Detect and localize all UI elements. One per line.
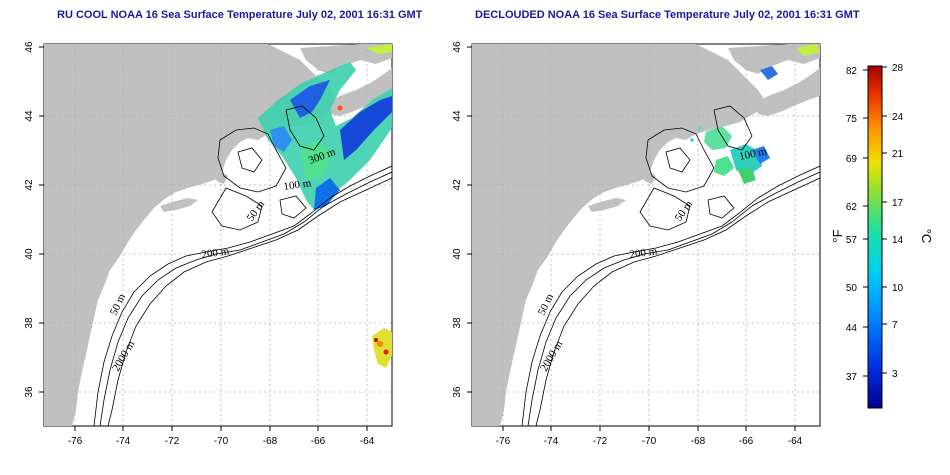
celsius-tick: 7	[892, 320, 898, 331]
right-sst-patches	[690, 44, 820, 184]
left-lon-tick: -70	[214, 436, 229, 447]
celsius-axis-label: °C	[919, 229, 934, 244]
right-lat-tick: 44	[452, 110, 463, 122]
right-map-title: DECLOUDED NOAA 16 Sea Surface Temperatur…	[475, 9, 860, 21]
left-warm-patch	[372, 328, 392, 368]
right-lon-tick: -70	[642, 436, 657, 447]
celsius-tick: 21	[892, 149, 904, 160]
right-lat-tick: 46	[452, 41, 463, 53]
left-y-axis: 36 38 40 42 44 46	[24, 41, 44, 398]
right-contours	[521, 105, 820, 426]
left-lat-tick: 36	[24, 386, 35, 398]
right-lon-tick: -66	[739, 436, 754, 447]
right-lat-tick: 38	[452, 317, 463, 329]
right-y-axis: 36 38 40 42 44 46	[452, 41, 472, 398]
right-lon-tick: -68	[691, 436, 706, 447]
left-lat-tick: 44	[24, 110, 35, 122]
left-map: 300 m 100 m 50 m 200 m 50 m 2000 m -76 -…	[24, 41, 393, 447]
right-map: 100 m 50 m 200 m 50 m 2000 m -76 -74 -72…	[452, 41, 821, 447]
left-lon-tick: -66	[311, 436, 326, 447]
left-lon-tick: -74	[116, 436, 131, 447]
left-sst-swath	[258, 44, 392, 210]
left-x-axis: -76 -74 -72 -70 -68 -66 -64	[68, 426, 375, 447]
left-lon-tick: -72	[165, 436, 180, 447]
right-contour-label: 200 m	[629, 245, 659, 261]
fahrenheit-tick: 75	[846, 114, 858, 125]
fahrenheit-tick: 37	[846, 372, 858, 383]
left-lat-tick: 42	[24, 179, 35, 191]
celsius-tick: 10	[892, 283, 904, 294]
left-lon-tick: -64	[360, 436, 375, 447]
right-lat-tick: 36	[452, 386, 463, 398]
fahrenheit-tick: 62	[846, 202, 858, 213]
right-lon-tick: -74	[544, 436, 559, 447]
celsius-tick: 14	[892, 235, 904, 246]
left-lon-tick: -76	[68, 436, 83, 447]
celsius-tick: 24	[892, 112, 904, 123]
fahrenheit-tick: 44	[846, 323, 858, 334]
right-lon-tick: -64	[788, 436, 803, 447]
colorbar-gradient	[867, 65, 883, 409]
fahrenheit-tick: 50	[846, 283, 858, 294]
fahrenheit-tick: 57	[846, 235, 858, 246]
right-lat-tick: 42	[452, 179, 463, 191]
left-contours	[93, 105, 392, 426]
left-lat-tick: 46	[24, 41, 35, 53]
celsius-tick: 17	[892, 198, 904, 209]
fahrenheit-tick: 82	[846, 66, 858, 77]
left-lat-tick: 40	[24, 248, 35, 260]
fahrenheit-axis-label: °F	[830, 229, 845, 242]
right-contour-label: 100 m	[738, 145, 768, 163]
right-lon-tick: -72	[593, 436, 608, 447]
right-lat-tick: 40	[452, 248, 463, 260]
left-contour-label: 100 m	[283, 177, 313, 193]
left-contour-label: 200 m	[201, 245, 231, 261]
left-lon-tick: -68	[263, 436, 278, 447]
right-lon-tick: -76	[496, 436, 511, 447]
left-lat-tick: 38	[24, 317, 35, 329]
celsius-tick: 28	[892, 63, 904, 74]
fahrenheit-tick: 69	[846, 154, 858, 165]
right-x-axis: -76 -74 -72 -70 -68 -66 -64	[496, 426, 803, 447]
left-map-title: RU COOL NOAA 16 Sea Surface Temperature …	[57, 9, 423, 21]
colorbar: 82 75 69 62 57 50 44 37 28 24 21 17 14 1…	[830, 63, 934, 409]
celsius-tick: 3	[892, 369, 898, 380]
